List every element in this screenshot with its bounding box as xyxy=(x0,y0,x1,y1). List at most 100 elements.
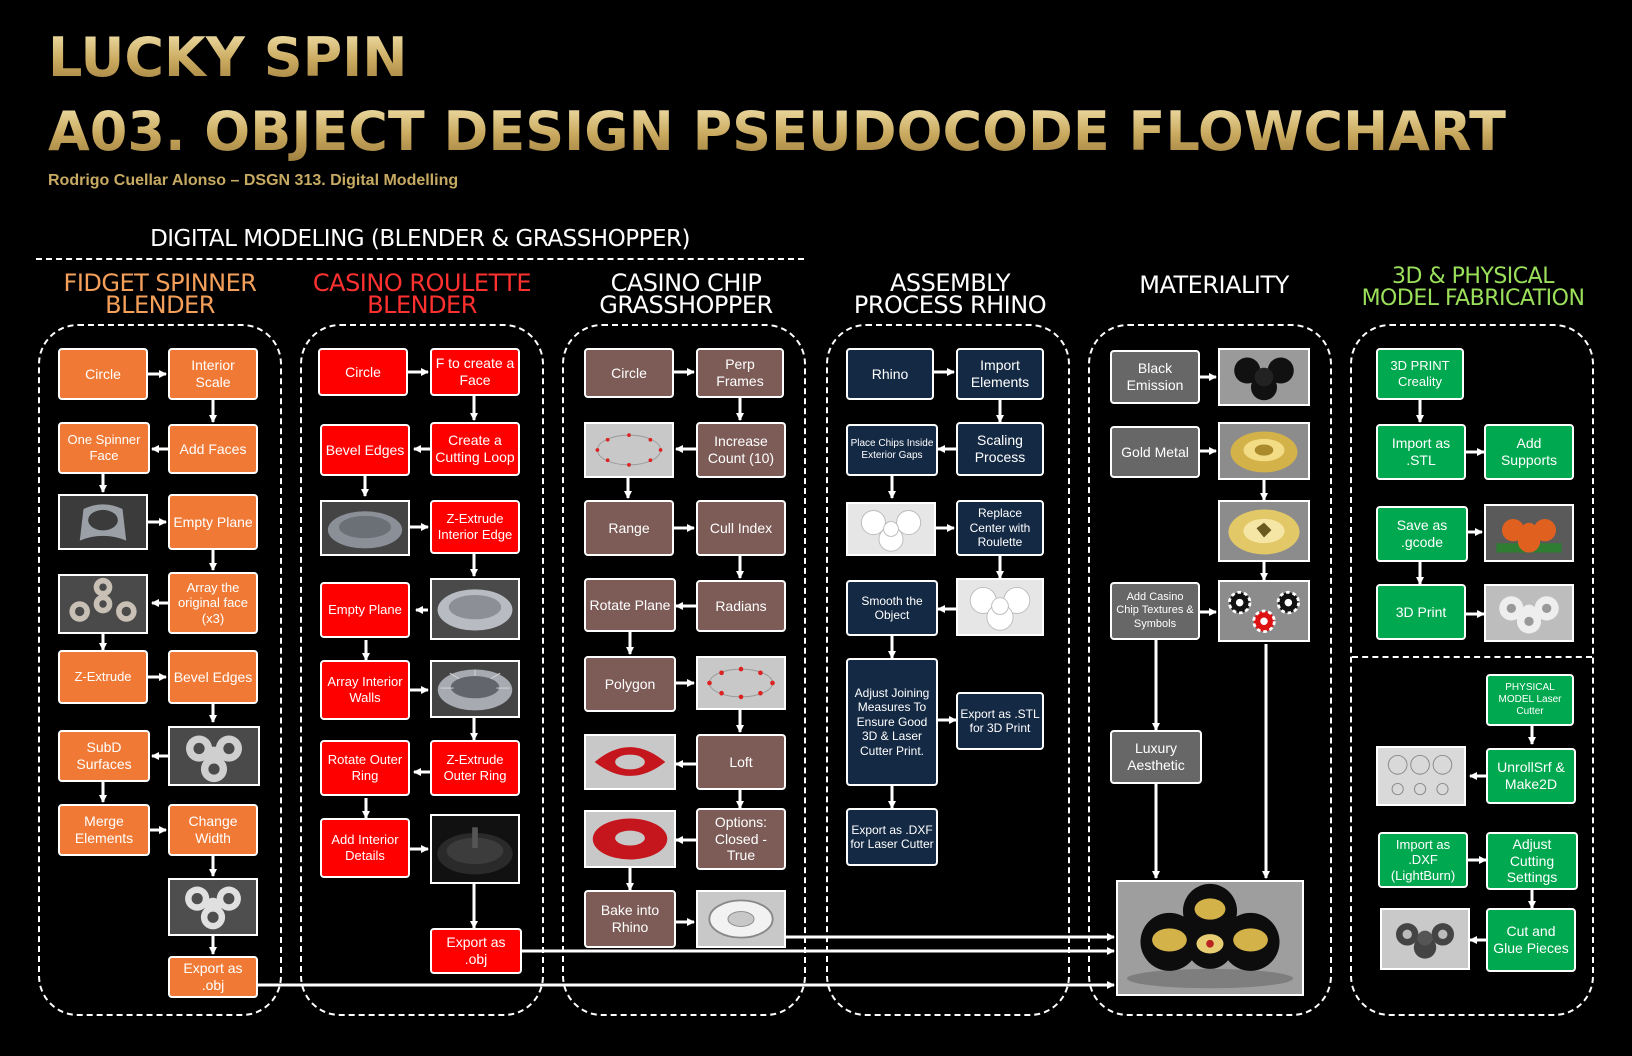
page-subtitle: A03. OBJECT DESIGN PSEUDOCODE FLOWCHART xyxy=(48,100,1506,163)
chip-node-circle[interactable]: Circle xyxy=(584,348,674,398)
column-assembly xyxy=(826,324,1070,1016)
chip-node-bake-rhino[interactable]: Bake into Rhino xyxy=(584,890,676,948)
chip-node-cull-index[interactable]: Cull Index xyxy=(696,500,786,556)
chip-node-perp-frames[interactable]: Perp Frames xyxy=(696,348,784,398)
roulette-node-bevel-edges[interactable]: Bevel Edges xyxy=(320,424,410,476)
materiality-node-black-emission[interactable]: Black Emission xyxy=(1110,350,1200,404)
fidget-node-subd-surfaces[interactable]: SubD Surfaces xyxy=(58,730,150,782)
column-materiality xyxy=(1088,324,1332,1016)
section-divider xyxy=(36,258,804,260)
fab-node-save-gcode[interactable]: Save as .gcode xyxy=(1376,506,1468,562)
chip-node-range[interactable]: Range xyxy=(584,500,674,556)
assembly-node-adjust-joining[interactable]: Adjust Joining Measures To Ensure Good 3… xyxy=(846,658,938,786)
fidget-node-z-extrude[interactable]: Z-Extrude xyxy=(58,650,148,704)
heading-roulette: CASINO ROULETTE BLENDER xyxy=(298,269,546,319)
heading-roulette-text: CASINO ROULETTE BLENDER xyxy=(312,269,532,319)
author-credit: Rodrigo Cuellar Alonso – DSGN 313. Digit… xyxy=(48,172,459,189)
fab-node-add-supports[interactable]: Add Supports xyxy=(1484,424,1574,480)
materiality-node-add-textures[interactable]: Add Casino Chip Textures & Symbols xyxy=(1110,582,1200,640)
page-title: LUCKY SPIN xyxy=(48,26,408,89)
assembly-image-chips xyxy=(846,502,936,556)
roulette-node-cutting-loop[interactable]: Create a Cutting Loop xyxy=(430,422,520,476)
chip-loft-render xyxy=(594,747,666,776)
assembly-node-rhino[interactable]: Rhino xyxy=(846,348,934,400)
roulette-image-walls xyxy=(430,660,520,718)
heading-materiality-text: MATERIALITY xyxy=(1139,271,1289,299)
roulette-node-rotate-outer-ring[interactable]: Rotate Outer Ring xyxy=(320,740,410,796)
roulette-node-interior-details[interactable]: Add Interior Details xyxy=(320,818,410,878)
fab-node-3d-print-creality[interactable]: 3D PRINT Creality xyxy=(1376,348,1464,400)
chip-node-options-closed[interactable]: Options: Closed - True xyxy=(696,808,786,870)
roulette-node-f-create-face[interactable]: F to create a Face xyxy=(430,348,520,396)
roulette-details-render xyxy=(437,827,513,875)
roulette-walls-render xyxy=(437,669,513,711)
chip-closed-render xyxy=(592,818,668,860)
assembly-node-scaling-process[interactable]: Scaling Process xyxy=(956,422,1044,476)
fidget-node-array-face[interactable]: Array the original face (x3) xyxy=(168,572,258,634)
heading-fabrication: 3D & PHYSICAL MODEL FABRICATION xyxy=(1348,266,1598,310)
laser-model-render xyxy=(1396,923,1454,959)
assembly-node-place-chips[interactable]: Place Chips Inside Exterior Gaps xyxy=(846,424,938,476)
materiality-image-gold-roulette xyxy=(1218,500,1310,562)
fab-node-import-dxf[interactable]: Import as .DXF (LightBurn) xyxy=(1378,832,1468,888)
materiality-node-gold-metal[interactable]: Gold Metal xyxy=(1110,426,1200,478)
fabrication-divider xyxy=(1352,656,1592,658)
assembly-node-export-stl[interactable]: Export as .STL for 3D Print xyxy=(956,692,1044,750)
fidget-node-add-faces[interactable]: Add Faces xyxy=(168,424,258,474)
fab-node-adjust-cutting[interactable]: Adjust Cutting Settings xyxy=(1486,832,1578,890)
spinner-final-render xyxy=(185,886,241,930)
fab-node-3d-print[interactable]: 3D Print xyxy=(1376,584,1466,640)
fab-image-unroll xyxy=(1376,746,1466,806)
assembly-node-smooth-object[interactable]: Smooth the Object xyxy=(846,580,938,636)
section-label: DIGITAL MODELING (BLENDER & GRASSHOPPER) xyxy=(150,226,690,252)
chip-polygon-render xyxy=(707,666,775,700)
chip-node-radians[interactable]: Radians xyxy=(696,580,786,632)
roulette-node-empty-plane[interactable]: Empty Plane xyxy=(320,582,410,638)
column-fidget xyxy=(38,324,282,1016)
fidget-node-bevel-edges[interactable]: Bevel Edges xyxy=(168,650,258,704)
heading-fabrication-text: 3D & PHYSICAL MODEL FABRICATION xyxy=(1361,264,1585,311)
fidget-image-array xyxy=(58,574,148,634)
final-spinner-render xyxy=(1126,883,1294,989)
fab-node-physical-model[interactable]: PHYSICAL MODEL Laser Cutter xyxy=(1486,674,1574,726)
fidget-node-export-obj[interactable]: Export as .obj xyxy=(168,956,258,998)
final-render-image xyxy=(1116,880,1304,996)
fidget-node-empty-plane[interactable]: Empty Plane xyxy=(168,494,258,550)
roulette-node-export-obj[interactable]: Export as .obj xyxy=(430,928,522,974)
chip-image-frames xyxy=(584,422,674,478)
roulette-image-details xyxy=(430,814,520,884)
heading-chip: CASINO CHIP GRASSHOPPER xyxy=(562,271,810,317)
roulette-ring-render xyxy=(437,589,513,631)
fab-node-cut-glue[interactable]: Cut and Glue Pieces xyxy=(1486,908,1576,972)
materiality-image-black xyxy=(1218,348,1310,406)
fidget-node-merge-elements[interactable]: Merge Elements xyxy=(58,804,150,856)
roulette-node-z-extrude-interior[interactable]: Z-Extrude Interior Edge xyxy=(430,500,520,554)
heading-assembly: ASSEMBLY PROCESS RHINO xyxy=(826,271,1074,317)
chip-node-loft[interactable]: Loft xyxy=(696,734,786,790)
chip-node-increase-count[interactable]: Increase Count (10) xyxy=(696,422,786,478)
fidget-image-subd xyxy=(168,726,260,786)
fidget-node-circle[interactable]: Circle xyxy=(58,348,148,400)
fab-node-import-stl[interactable]: Import as .STL xyxy=(1376,424,1466,480)
chip-node-rotate-plane[interactable]: Rotate Plane xyxy=(584,578,676,632)
casino-chips-render xyxy=(1227,590,1301,633)
chip-node-polygon[interactable]: Polygon xyxy=(584,656,676,712)
materiality-image-chips xyxy=(1218,580,1310,642)
assembly-node-import-elements[interactable]: Import Elements xyxy=(956,348,1044,400)
materiality-node-luxury-aesthetic[interactable]: Luxury Aesthetic xyxy=(1110,730,1202,784)
fab-node-unrollsrf[interactable]: UnrollSrf & Make2D xyxy=(1486,748,1576,804)
assembly-node-replace-center[interactable]: Replace Center with Roulette xyxy=(956,500,1044,556)
fidget-node-interior-scale[interactable]: Interior Scale xyxy=(168,348,258,400)
heading-fidget: FIDGET SPINNER BLENDER xyxy=(38,271,282,317)
chip-frames-render xyxy=(595,433,663,467)
fidget-node-one-spinner-face[interactable]: One Spinner Face xyxy=(58,422,150,474)
roulette-node-z-extrude-outer[interactable]: Z-Extrude Outer Ring xyxy=(430,740,520,796)
roulette-node-array-walls[interactable]: Array Interior Walls xyxy=(320,660,410,720)
fidget-node-change-width[interactable]: Change Width xyxy=(168,804,258,856)
chip-image-baked xyxy=(696,890,786,948)
supports-render xyxy=(1496,519,1562,553)
roulette-node-circle[interactable]: Circle xyxy=(318,348,408,396)
assembly-node-export-dxf[interactable]: Export as .DXF for Laser Cutter xyxy=(846,808,938,866)
